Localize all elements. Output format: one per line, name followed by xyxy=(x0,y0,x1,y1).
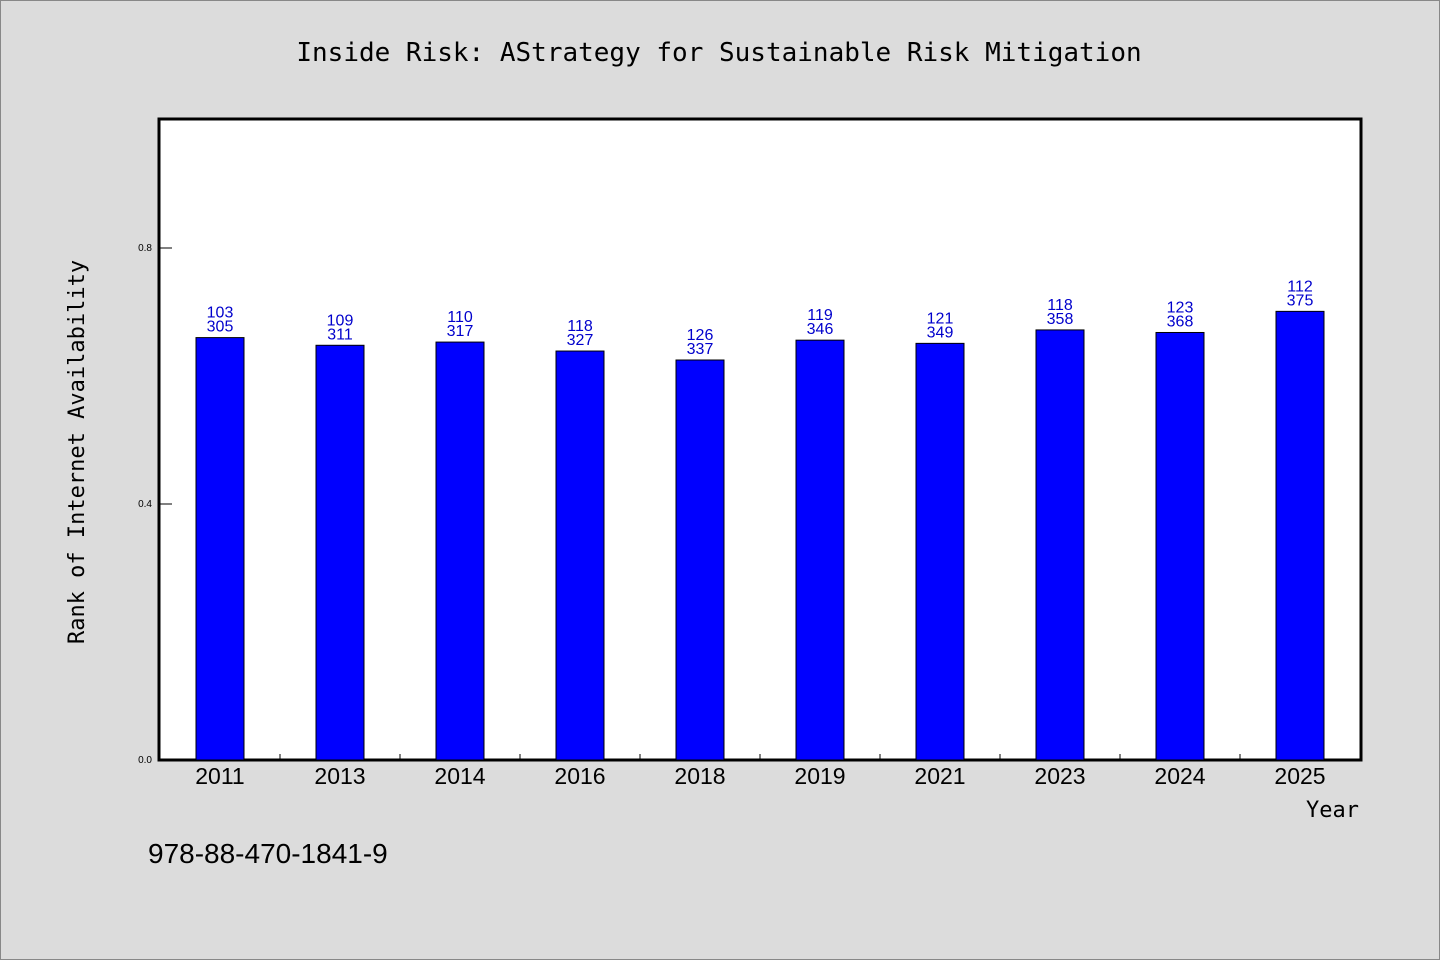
bar-2016 xyxy=(555,350,605,761)
data-label-top: 118 xyxy=(1047,297,1073,314)
data-label-top: 123 xyxy=(1167,299,1194,316)
data-label-bottom: 375 xyxy=(1287,292,1314,309)
y-axis-ticks: 0.0 0.4 0.8 xyxy=(138,243,172,766)
x-tick-label: 2024 xyxy=(1154,763,1205,789)
data-label-bottom: 317 xyxy=(447,323,474,340)
x-tick-label: 2011 xyxy=(195,763,244,789)
y-tick-label: 0.8 xyxy=(138,243,152,254)
x-tick-label: 2021 xyxy=(914,763,965,789)
isbn-footer: 978-88-470-1841-9 xyxy=(148,838,388,869)
bar-2019 xyxy=(795,339,845,761)
bar-2023 xyxy=(1035,329,1085,761)
x-tick-label: 2018 xyxy=(674,763,725,789)
bar-2011 xyxy=(195,337,245,761)
x-axis-title: Year xyxy=(1306,798,1359,823)
data-label-top: 119 xyxy=(807,307,833,324)
data-label-top: 103 xyxy=(207,305,234,322)
x-tick-label: 2019 xyxy=(794,763,845,789)
data-label-bottom: 349 xyxy=(927,324,954,341)
x-tick-label: 2023 xyxy=(1034,763,1085,789)
x-tick-label: 2025 xyxy=(1274,763,1325,789)
bar-2013 xyxy=(315,344,365,761)
y-axis-title: Rank of Internet Availability xyxy=(65,260,90,644)
x-axis-ticks: 2011 2013 2014 2016 2018 2019 2021 2023 2024 2025 xyxy=(195,754,1326,789)
data-label-top: 110 xyxy=(447,309,473,326)
data-label-top: 118 xyxy=(567,318,593,335)
data-label-bottom: 305 xyxy=(207,319,234,336)
data-label-top: 121 xyxy=(927,310,954,327)
data-label-top: 112 xyxy=(1287,278,1313,295)
x-tick-label: 2013 xyxy=(314,763,365,789)
data-label-bottom: 327 xyxy=(567,332,594,349)
bar-2024 xyxy=(1155,331,1205,761)
chart-title: Inside Risk: AStrategy for Sustainable R… xyxy=(296,38,1141,68)
x-tick-label: 2016 xyxy=(554,763,605,789)
x-tick-label: 2014 xyxy=(434,763,485,789)
y-tick-label: 0.0 xyxy=(138,755,152,766)
bar-2025 xyxy=(1275,310,1325,761)
bar-2018 xyxy=(675,359,725,761)
bar-2021 xyxy=(915,342,965,761)
data-label-bottom: 337 xyxy=(687,341,714,358)
data-label-bottom: 346 xyxy=(807,321,834,338)
data-label-top: 109 xyxy=(327,312,354,329)
data-label-bottom: 311 xyxy=(327,326,353,343)
data-label-bottom: 358 xyxy=(1047,311,1074,328)
y-tick-label: 0.4 xyxy=(138,499,152,510)
data-label-bottom: 368 xyxy=(1167,313,1194,330)
bar-2014 xyxy=(435,341,485,761)
data-label-top: 126 xyxy=(687,327,714,344)
bars xyxy=(195,310,1325,761)
